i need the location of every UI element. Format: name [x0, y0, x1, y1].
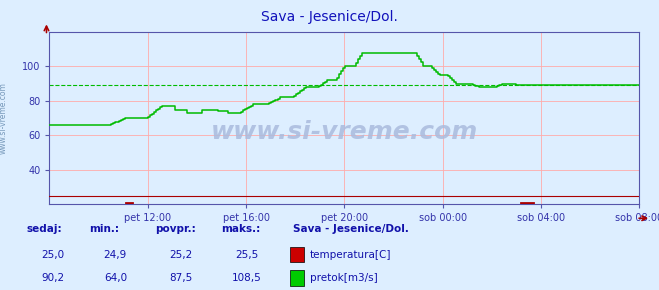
Text: povpr.:: povpr.: [155, 224, 196, 234]
Text: Sava - Jesenice/Dol.: Sava - Jesenice/Dol. [293, 224, 409, 234]
Text: www.si-vreme.com: www.si-vreme.com [0, 82, 8, 154]
Text: 108,5: 108,5 [232, 273, 262, 283]
Text: 25,0: 25,0 [41, 250, 65, 260]
Text: Sava - Jesenice/Dol.: Sava - Jesenice/Dol. [261, 10, 398, 24]
Text: sedaj:: sedaj: [26, 224, 62, 234]
Text: 87,5: 87,5 [169, 273, 193, 283]
Text: www.si-vreme.com: www.si-vreme.com [211, 120, 478, 144]
Text: maks.:: maks.: [221, 224, 260, 234]
Text: 90,2: 90,2 [41, 273, 65, 283]
Text: min.:: min.: [89, 224, 119, 234]
Text: temperatura[C]: temperatura[C] [310, 250, 391, 260]
Text: 25,5: 25,5 [235, 250, 259, 260]
Text: 25,2: 25,2 [169, 250, 193, 260]
Text: pretok[m3/s]: pretok[m3/s] [310, 273, 378, 283]
Text: 64,0: 64,0 [103, 273, 127, 283]
Text: 24,9: 24,9 [103, 250, 127, 260]
